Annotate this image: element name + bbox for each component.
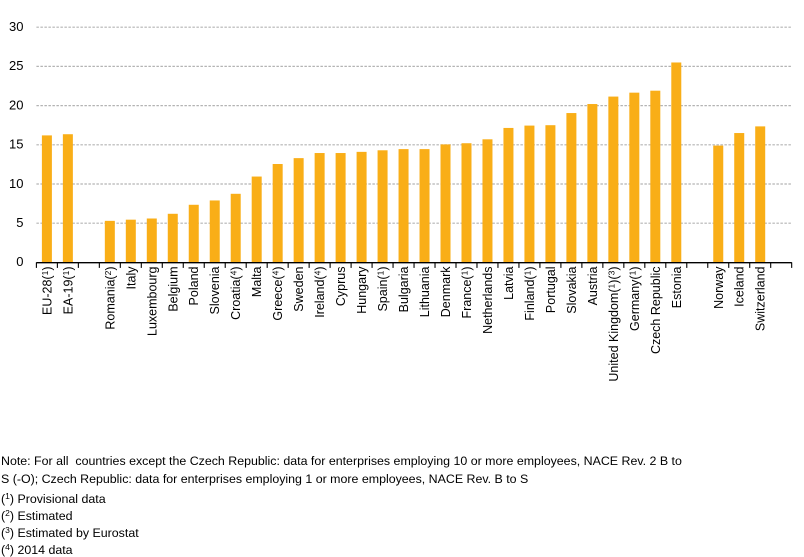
svg-text:Iceland: Iceland bbox=[733, 266, 747, 306]
svg-text:Spain(1): Spain(1) bbox=[376, 267, 391, 312]
svg-text:Bulgaria: Bulgaria bbox=[397, 266, 411, 312]
svg-text:Czech Republic: Czech Republic bbox=[649, 267, 663, 355]
svg-text:Hungary: Hungary bbox=[355, 266, 369, 314]
svg-text:Greece(4): Greece(4) bbox=[271, 267, 286, 321]
svg-text:EA-19(1): EA-19(1) bbox=[61, 267, 76, 315]
svg-text:Ireland(4): Ireland(4) bbox=[313, 267, 328, 318]
svg-text:United Kingdom(1)(3): United Kingdom(1)(3) bbox=[606, 267, 621, 382]
svg-text:20: 20 bbox=[9, 97, 23, 112]
svg-text:Switzerland: Switzerland bbox=[754, 266, 768, 331]
svg-text:EU-28(1): EU-28(1) bbox=[40, 267, 55, 316]
svg-text:5: 5 bbox=[16, 215, 23, 230]
svg-text:25: 25 bbox=[9, 58, 23, 73]
svg-text:Luxembourg: Luxembourg bbox=[145, 266, 159, 336]
svg-text:Latvia: Latvia bbox=[502, 266, 516, 299]
svg-text:Sweden: Sweden bbox=[292, 266, 306, 311]
svg-text:10: 10 bbox=[9, 176, 23, 191]
svg-text:Portugal: Portugal bbox=[544, 267, 558, 314]
svg-text:Netherlands: Netherlands bbox=[481, 267, 495, 334]
svg-text:0: 0 bbox=[16, 254, 23, 269]
svg-text:Austria: Austria bbox=[586, 266, 600, 305]
svg-text:Belgium: Belgium bbox=[166, 267, 180, 312]
svg-text:15: 15 bbox=[9, 137, 23, 152]
svg-text:Estonia: Estonia bbox=[670, 266, 684, 308]
svg-text:Germany(1): Germany(1) bbox=[627, 267, 642, 331]
svg-text:Finland(1): Finland(1) bbox=[522, 267, 537, 321]
svg-text:Romania(2): Romania(2) bbox=[103, 267, 118, 330]
svg-text:Poland: Poland bbox=[187, 266, 201, 305]
svg-text:Italy: Italy bbox=[124, 266, 138, 290]
svg-text:Slovenia: Slovenia bbox=[208, 266, 222, 314]
svg-text:France(1): France(1) bbox=[460, 267, 475, 319]
svg-text:Norway: Norway bbox=[712, 266, 726, 309]
svg-text:Lithuania: Lithuania bbox=[418, 266, 432, 317]
svg-text:30: 30 bbox=[9, 19, 23, 34]
svg-text:Denmark: Denmark bbox=[439, 266, 453, 317]
svg-text:Malta: Malta bbox=[250, 266, 264, 297]
svg-text:Slovakia: Slovakia bbox=[565, 266, 579, 313]
svg-text:Cyprus: Cyprus bbox=[334, 267, 348, 307]
svg-text:Croatia(4): Croatia(4) bbox=[229, 267, 244, 320]
